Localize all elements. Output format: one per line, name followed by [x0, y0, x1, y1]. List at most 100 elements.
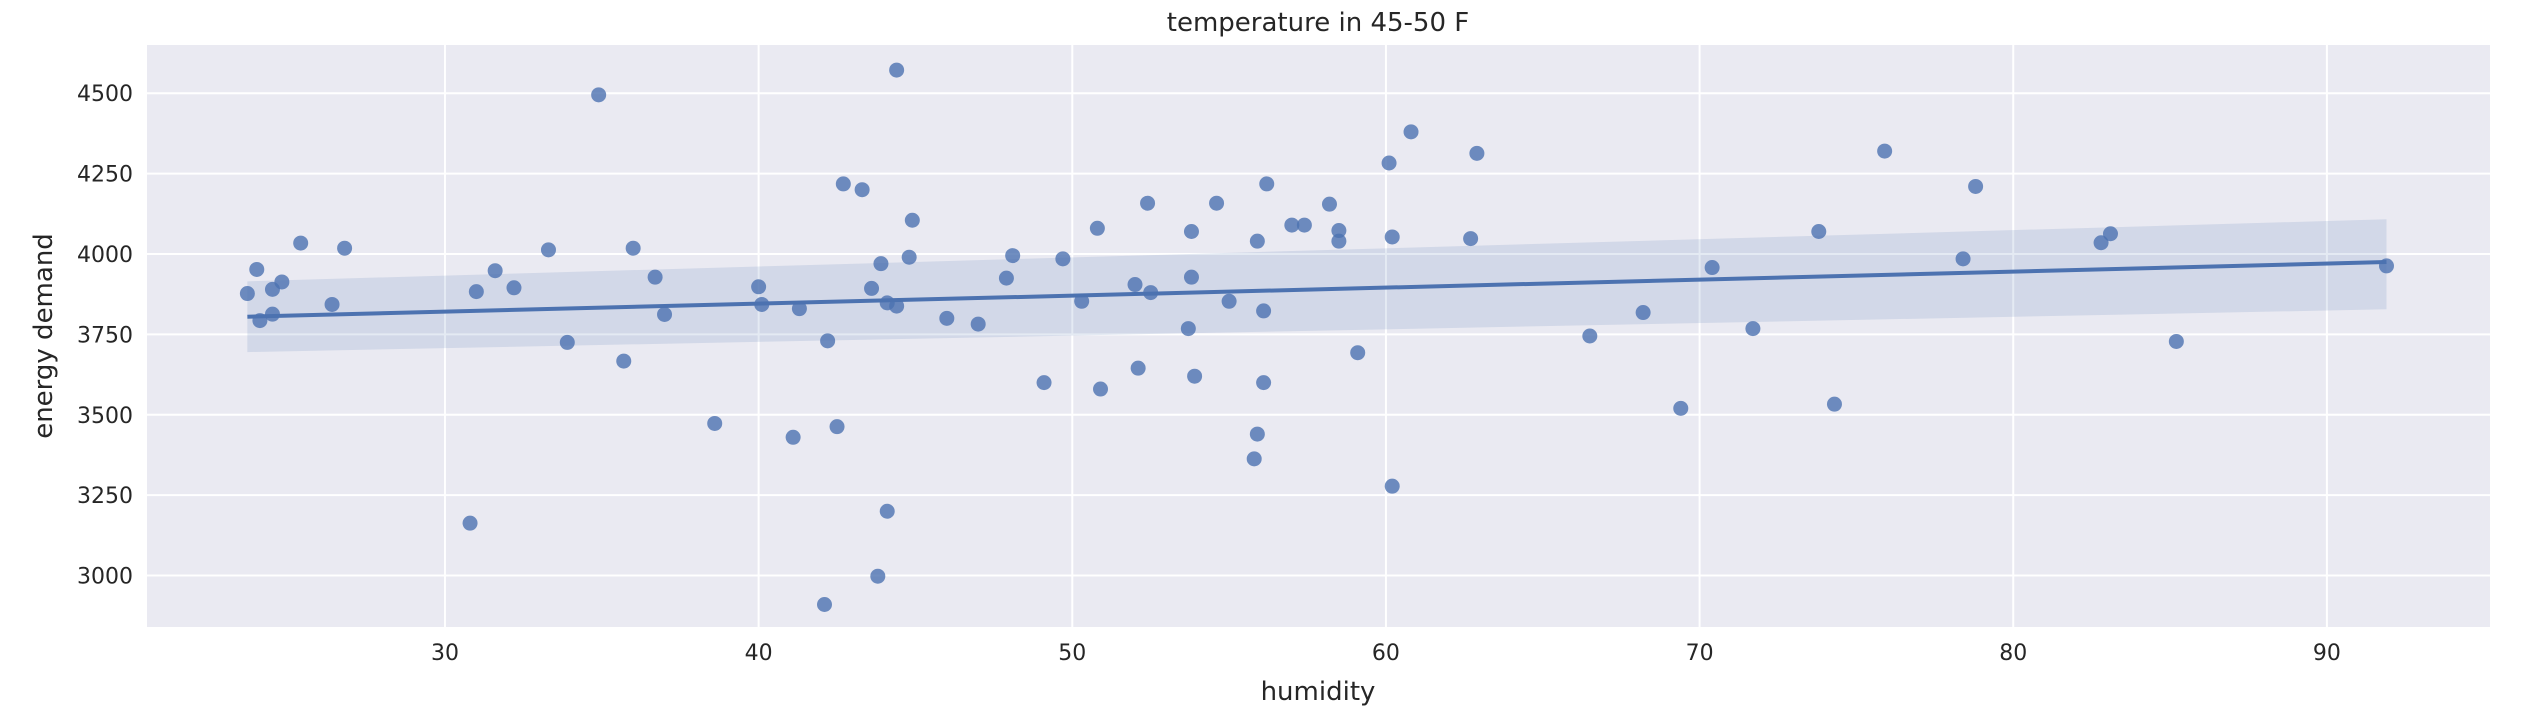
data-point — [1256, 303, 1272, 319]
data-point — [816, 596, 832, 612]
data-point — [1673, 400, 1689, 416]
data-point — [1246, 451, 1262, 467]
x-tick-label: 40 — [745, 641, 773, 666]
data-point — [1183, 269, 1199, 285]
x-tick-label: 80 — [1999, 641, 2027, 666]
data-point — [2093, 235, 2109, 251]
chart-title: temperature in 45-50 F — [1167, 8, 1469, 38]
data-point — [1055, 251, 1071, 267]
data-point — [1209, 195, 1225, 211]
data-point — [1384, 229, 1400, 245]
data-point — [2378, 258, 2394, 274]
data-point — [1140, 195, 1156, 211]
data-point — [754, 296, 770, 312]
data-point — [1745, 321, 1761, 337]
y-tick-label: 4500 — [77, 82, 133, 107]
data-point — [1183, 223, 1199, 239]
data-point — [1256, 375, 1272, 391]
confidence-band — [247, 219, 2387, 353]
x-tick-label: 70 — [1686, 641, 1714, 666]
data-point — [873, 256, 889, 272]
x-tick-labels: 30 40 50 60 70 80 90 — [431, 641, 2341, 666]
data-point — [293, 235, 309, 251]
data-point — [1968, 178, 1984, 194]
data-point — [1259, 176, 1275, 192]
data-point — [1249, 426, 1265, 442]
data-point — [889, 298, 905, 314]
data-point — [1143, 285, 1159, 301]
plot-background — [147, 45, 2490, 627]
data-point — [625, 240, 641, 256]
data-point — [1582, 328, 1598, 344]
data-point — [1463, 231, 1479, 247]
data-point — [1005, 248, 1021, 264]
data-point — [1093, 381, 1109, 397]
data-point — [870, 568, 886, 584]
data-point — [998, 270, 1014, 286]
y-tick-label: 3500 — [77, 404, 133, 429]
data-point — [1074, 293, 1090, 309]
data-point — [1284, 217, 1300, 233]
grid-lines — [147, 45, 2490, 627]
data-point — [1384, 478, 1400, 494]
data-point — [462, 515, 478, 531]
data-point — [1130, 360, 1146, 376]
data-point — [889, 62, 905, 78]
data-point — [506, 280, 522, 296]
data-point — [1187, 368, 1203, 384]
data-point — [864, 280, 880, 296]
y-tick-label: 3000 — [77, 565, 133, 590]
data-point — [1350, 345, 1366, 361]
data-point — [1089, 220, 1105, 236]
data-point — [337, 240, 353, 256]
data-point — [1469, 145, 1485, 161]
data-point — [1221, 293, 1237, 309]
data-point — [252, 313, 268, 329]
data-point — [1127, 277, 1143, 293]
regression-line — [247, 260, 2387, 319]
x-axis-label: humidity — [1261, 677, 1376, 707]
data-point — [835, 176, 851, 192]
data-point — [970, 316, 986, 332]
data-point — [1704, 260, 1720, 276]
data-point — [1381, 155, 1397, 171]
data-point — [939, 310, 955, 326]
data-point — [707, 415, 723, 431]
data-point — [1249, 233, 1265, 249]
data-point — [1826, 396, 1842, 412]
x-tick-label: 60 — [1372, 641, 1400, 666]
x-tick-label: 50 — [1058, 641, 1086, 666]
data-point — [264, 306, 280, 322]
y-tick-label: 3750 — [77, 323, 133, 348]
data-point — [2168, 333, 2184, 349]
data-point — [591, 87, 607, 103]
x-tick-label: 90 — [2313, 641, 2341, 666]
data-point — [820, 333, 836, 349]
data-point — [1635, 305, 1651, 321]
data-point — [1331, 223, 1347, 239]
y-axis-label: energy demand — [29, 233, 59, 439]
data-point — [1331, 233, 1347, 249]
data-point — [1180, 321, 1196, 337]
data-point — [791, 301, 807, 317]
data-point — [2102, 226, 2118, 242]
data-point — [616, 353, 632, 369]
data-point — [829, 419, 845, 435]
data-point — [751, 279, 767, 295]
data-point — [239, 286, 255, 302]
data-point — [1877, 143, 1893, 159]
data-point — [559, 334, 575, 350]
data-point — [324, 296, 340, 312]
y-tick-label: 3250 — [77, 484, 133, 509]
y-tick-label: 4250 — [77, 163, 133, 188]
data-point — [879, 503, 895, 519]
data-point — [487, 263, 503, 279]
data-point — [854, 182, 870, 198]
y-tick-labels: 3000 3250 3500 3750 4000 4250 4500 — [77, 82, 133, 589]
data-point — [274, 274, 290, 290]
data-point — [1403, 124, 1419, 140]
y-tick-label: 4000 — [77, 243, 133, 268]
data-point — [1955, 251, 1971, 267]
data-point — [647, 269, 663, 285]
